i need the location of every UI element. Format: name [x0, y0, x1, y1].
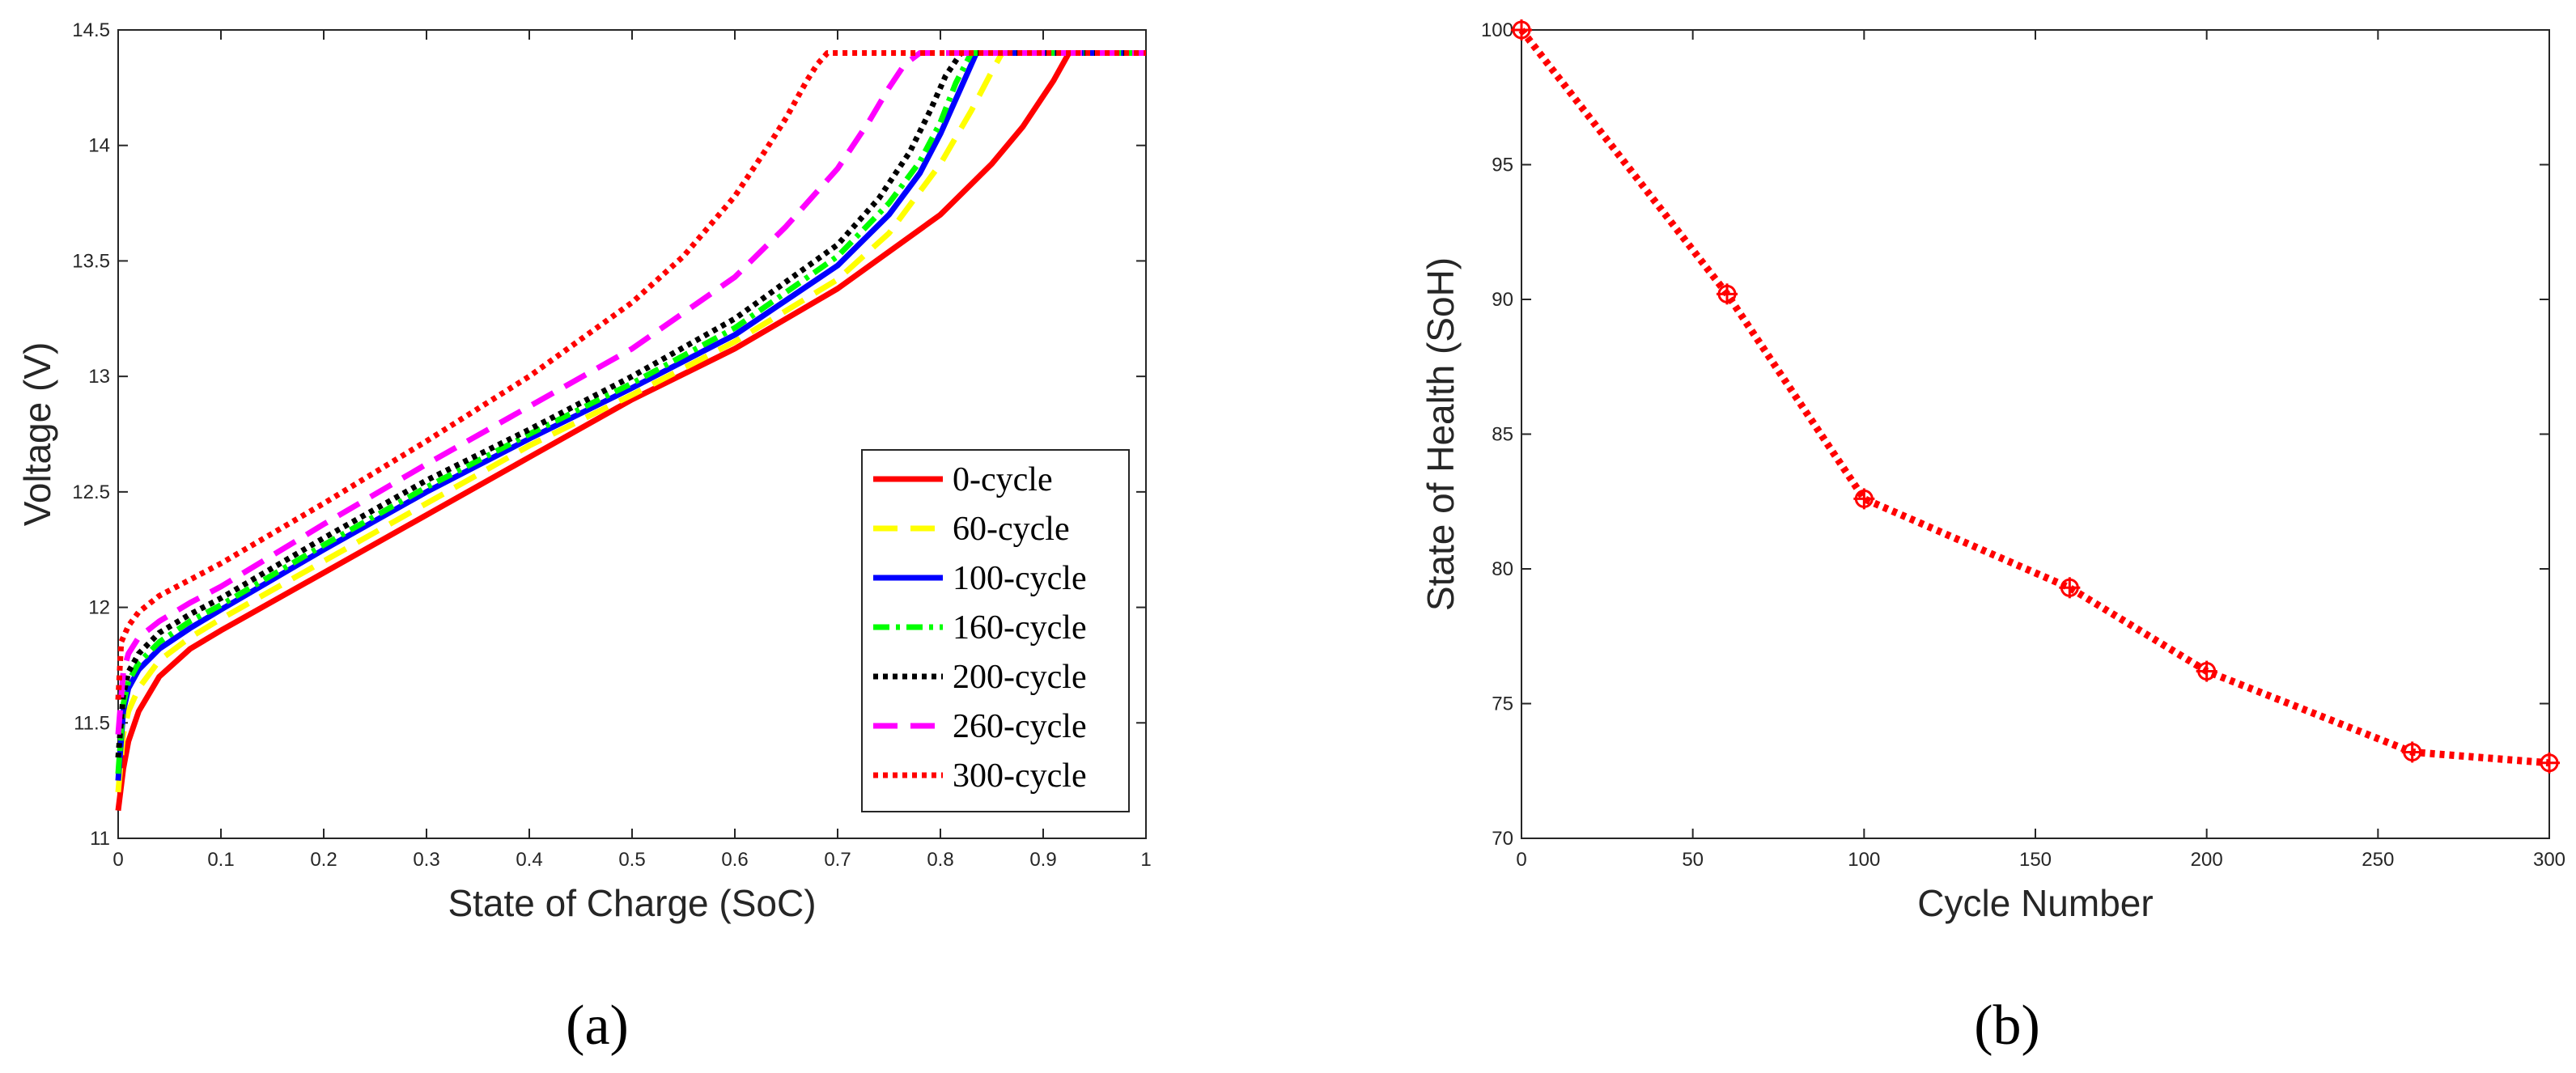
y-tick-label: 11 [90, 828, 110, 850]
x-tick-label: 150 [2019, 849, 2052, 871]
x-tick-label: 0.3 [413, 849, 439, 871]
chart-panel-b: 0 50 100 150 200 250 300 70 75 80 85 90 95 100 Cycle N… [1420, 19, 2565, 1057]
x-tick-label: 0.7 [824, 849, 851, 871]
y-tick-label: 85 [1492, 424, 1513, 446]
data-point-marker [2401, 741, 2423, 763]
x-tick-label: 0.4 [516, 849, 542, 871]
chart-panel-a: 0 0.1 0.2 0.3 0.4 0.5 0.6 0.7 0.8 0.9 11111.51212.… [16, 19, 1152, 1057]
panel-label: (a) [566, 995, 629, 1057]
y-axis-label: Voltage (V) [16, 342, 58, 527]
series-line-160-cycle [115, 50, 1146, 774]
y-tick-label: 80 [1492, 558, 1513, 580]
series-line-100-cycle [115, 50, 1146, 781]
y-tick-label: 12.5 [72, 481, 110, 503]
x-tick-label: 50 [1682, 849, 1704, 871]
x-tick-label: 0.9 [1029, 849, 1056, 871]
x-tick-label: 0 [1516, 849, 1526, 871]
legend-label: 300-cycle [953, 757, 1087, 795]
legend-box [861, 449, 1130, 812]
x-tick-label: 300 [2533, 849, 2565, 871]
x-tick-label: 100 [1848, 849, 1880, 871]
data-point-marker [1511, 19, 1532, 40]
y-tick-label: 13.5 [72, 250, 110, 272]
y-tick-label: 90 [1492, 289, 1513, 311]
y-tick-label: 14 [88, 135, 110, 157]
y-tick-label: 70 [1492, 828, 1513, 850]
legend-label: 60-cycle [953, 511, 1070, 548]
y-tick-label: 100 [1481, 19, 1513, 41]
x-tick-label: 0 [112, 849, 123, 871]
series-line-0-cycle [115, 50, 1146, 812]
y-tick-label: 12 [88, 597, 110, 619]
x-tick-label: 200 [2191, 849, 2223, 871]
legend-label: 0-cycle [953, 461, 1053, 498]
series-line-260-cycle [115, 50, 1146, 735]
x-tick-label: 0.2 [310, 849, 337, 871]
x-tick-label: 0.5 [618, 849, 645, 871]
y-tick-label: 13 [88, 366, 110, 388]
x-axis-label: Cycle Number [1917, 882, 2153, 924]
x-tick-label: 1 [1140, 849, 1151, 871]
data-point-marker [1853, 488, 1875, 510]
panel-label: (b) [1974, 995, 2040, 1057]
legend-label: 260-cycle [953, 708, 1087, 745]
series-line-60-cycle [115, 50, 1146, 793]
y-axis-label: State of Health (SoH) [1420, 257, 1462, 611]
series-line-200-cycle [115, 50, 1146, 758]
y-tick-label: 14.5 [72, 19, 110, 41]
x-axis-label: State of Charge (SoC) [448, 882, 816, 924]
legend-label: 160-cycle [953, 609, 1087, 647]
x-tick-label: 0.8 [927, 849, 953, 871]
data-point-marker [1717, 283, 1738, 305]
x-tick-label: 0.1 [207, 849, 234, 871]
legend-label: 100-cycle [953, 560, 1087, 597]
x-tick-label: 0.6 [721, 849, 748, 871]
legend: 0-cycle 60-cycle 100-cycle 160-cycle 200-cyc… [861, 449, 1130, 812]
x-tick-label: 250 [2362, 849, 2394, 871]
data-point-marker [2059, 577, 2081, 599]
series-line-soh [1518, 28, 2550, 767]
y-tick-label: 95 [1492, 155, 1513, 176]
data-point-marker [2196, 660, 2217, 682]
data-point-marker [2539, 752, 2560, 774]
axes-box [1521, 29, 2550, 839]
y-tick-label: 11.5 [74, 712, 110, 734]
legend-label: 200-cycle [953, 659, 1087, 696]
y-tick-label: 75 [1492, 693, 1513, 715]
